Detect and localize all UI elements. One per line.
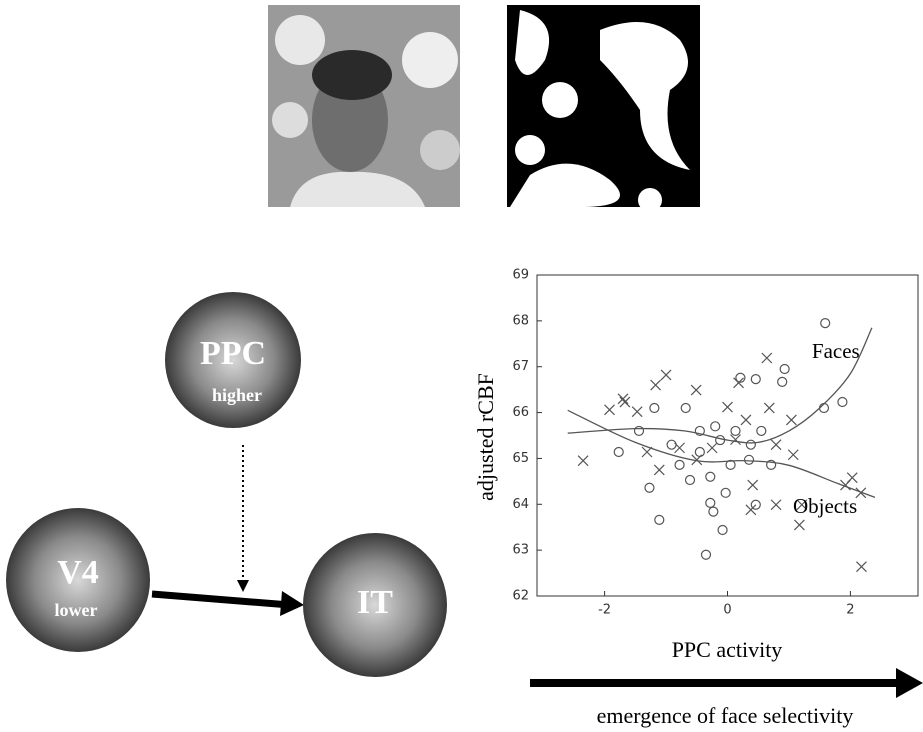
scatter-point — [691, 454, 703, 466]
scatter-point — [653, 464, 665, 476]
node-ppc — [165, 292, 301, 428]
scatter-point — [766, 459, 777, 470]
scatter-point — [750, 373, 761, 385]
scatter-point — [650, 379, 662, 391]
node-sublabel: lower — [55, 600, 98, 620]
scatter-point — [745, 504, 757, 516]
scatter-point — [820, 318, 831, 329]
y-tick-label: 67 — [512, 359, 529, 374]
scatter-point — [613, 446, 624, 458]
fit-curve — [567, 327, 873, 444]
y-tick-label: 68 — [512, 313, 529, 328]
scatter-point — [705, 497, 716, 509]
scatter-point — [641, 446, 653, 458]
x-axis-label: PPC activity — [672, 637, 783, 662]
scatter-point — [735, 372, 746, 383]
scatter-point — [660, 369, 672, 381]
scatter-point — [745, 439, 756, 450]
scatter-point — [649, 402, 660, 414]
scatter-point — [837, 396, 848, 408]
fit-curve — [567, 409, 876, 499]
y-tick-label: 62 — [512, 589, 529, 604]
scatter-point — [604, 404, 615, 416]
scatter-point — [793, 519, 805, 531]
scatter-point — [733, 377, 744, 389]
scatter-point — [700, 549, 712, 560]
scatter-point — [743, 454, 755, 465]
arrow-head — [280, 591, 304, 616]
scatter-point — [684, 474, 696, 486]
scatter-point — [666, 439, 677, 450]
caption-arrow-head — [896, 668, 923, 698]
x-tick-label: -2 — [598, 603, 611, 618]
mask-photo — [507, 5, 700, 212]
y-tick-label: 64 — [512, 497, 529, 512]
scatter-point — [856, 561, 867, 573]
scatter-point — [763, 402, 775, 414]
x-tick-label: 2 — [846, 603, 854, 618]
scatter-point — [717, 524, 728, 536]
scatter-point — [644, 482, 655, 493]
scatter-point — [577, 455, 589, 467]
y-tick-label: 69 — [512, 268, 529, 283]
scatter-point — [710, 421, 721, 432]
scatter-point — [770, 439, 782, 451]
scatter-point — [631, 406, 643, 418]
scatter-point — [779, 363, 790, 375]
scatter-point — [730, 425, 741, 437]
scatter-point — [674, 459, 685, 470]
node-label: IT — [357, 584, 393, 621]
scatter-point — [654, 514, 665, 525]
scatter-point — [694, 446, 705, 458]
scatter-point — [787, 449, 799, 461]
scatter-point — [818, 402, 830, 414]
scatter-point — [770, 499, 782, 511]
scatter-point — [740, 414, 752, 426]
scatter-point — [674, 442, 685, 454]
node-v4 — [6, 508, 150, 652]
scatter-point — [725, 459, 736, 470]
curve-label: Objects — [793, 494, 857, 518]
scatter-point — [730, 434, 741, 446]
y-axis-label: adjusted rCBF — [473, 373, 498, 501]
node-sublabel: higher — [212, 385, 262, 405]
caption: emergence of face selectivity — [597, 703, 854, 728]
scatter-point — [796, 499, 808, 511]
scatter-point — [680, 402, 691, 414]
node-label: V4 — [57, 554, 99, 591]
scatter-point — [690, 384, 702, 396]
scatter-point — [720, 487, 731, 498]
face-photo — [268, 5, 460, 207]
plot-frame — [536, 274, 919, 597]
scatter-point — [747, 479, 759, 491]
y-tick-label: 63 — [512, 543, 529, 558]
scatter-point — [756, 425, 767, 437]
scatter-point — [722, 401, 733, 413]
scatter-point — [705, 471, 716, 482]
scatter-point — [777, 376, 788, 387]
scatter-point — [633, 425, 645, 437]
scatter-point — [706, 442, 718, 454]
arrow — [151, 590, 291, 609]
y-tick-label: 66 — [512, 405, 529, 420]
scatter-point — [694, 425, 705, 437]
curve-label: Faces — [812, 339, 860, 363]
y-tick-label: 65 — [512, 451, 529, 466]
scatter-point — [617, 393, 629, 405]
scatter-point — [761, 352, 773, 364]
scatter-point — [846, 472, 858, 484]
node-it — [303, 533, 447, 677]
scatter-point — [708, 506, 719, 517]
scatter-point — [750, 499, 761, 510]
node-label: PPC — [200, 335, 266, 372]
scatter-point — [785, 414, 797, 426]
scatter-point — [619, 396, 631, 408]
x-tick-label: 0 — [723, 603, 731, 618]
